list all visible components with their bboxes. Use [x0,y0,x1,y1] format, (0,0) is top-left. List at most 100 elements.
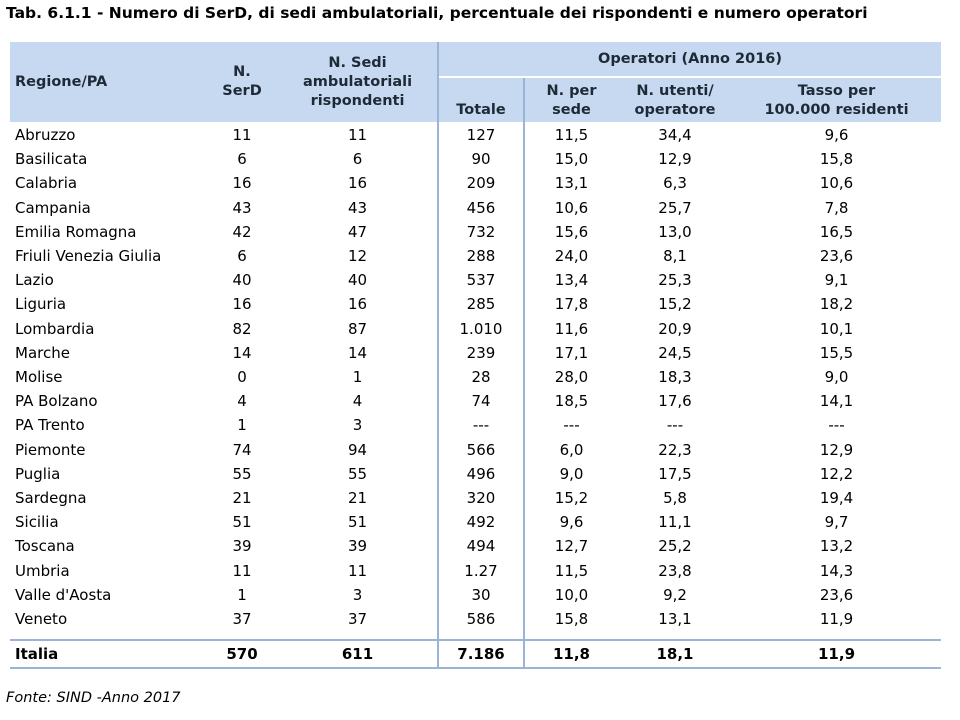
cell-tasso: 14,1 [819,392,854,411]
spacer-cell [206,631,278,640]
header-sedi-line2: ambulatoriali [302,73,413,90]
cell-sedi: 3 [278,582,439,608]
header-sedi-line3: rispondenti [310,92,405,109]
cell-serd: 55 [232,464,252,483]
header-utenti: N. utenti/ operatore [618,77,732,122]
cell-sedi: 11 [278,122,439,148]
total-row: Italia 570 611 7.186 11,8 18,1 11,9 [10,639,942,670]
cell-utenti: 23,8 [658,561,692,580]
header-tasso: Tasso per 100.000 residenti [732,77,942,122]
cell-region: PA Trento [15,416,85,435]
cell-per-sede: --- [563,416,580,435]
cell-region: Italia [10,639,206,670]
table-row: Puglia 55 55 496 9,0 17,5 12,2 [10,461,941,487]
cell-utenti: 18,1 [618,639,732,670]
cell-totale: 586 [438,607,525,632]
cell-serd: 1 [237,416,247,435]
cell-region: Valle d'Aosta [15,585,112,604]
cell-region: Emilia Romagna [15,222,137,241]
cell-tasso: 14,3 [819,561,854,580]
cell-utenti: 12,9 [658,150,692,169]
cell-tasso: 9,1 [824,271,849,290]
cell-serd: 21 [232,489,252,508]
cell-totale: 285 [438,292,525,317]
cell-region: Veneto [15,610,68,629]
cell-tasso: 23,6 [819,247,854,266]
cell-serd: 6 [237,150,247,169]
cell-tasso: 9,0 [824,368,849,387]
cell-serd: 51 [232,513,252,532]
table-row: Calabria 16 16 209 13,1 6,3 10,6 [10,171,941,196]
cell-tasso: 11,9 [732,639,942,670]
table-row: Piemonte 74 94 566 6,0 22,3 12,9 [10,437,941,462]
cell-serd: 11 [232,126,252,144]
cell-per-sede: 24,0 [554,247,589,266]
cell-utenti: 6,3 [663,174,687,193]
header-per-sede: N. per sede [524,77,618,122]
cell-sedi: 4 [278,389,439,414]
cell-totale: 494 [438,534,525,559]
spacer-row [10,631,941,641]
cell-serd: 0 [237,368,247,387]
cell-totale: 732 [438,219,525,245]
cell-utenti: 25,7 [658,198,692,217]
cell-serd: 16 [232,295,252,314]
cell-totale: --- [438,413,525,438]
cell-serd: 43 [232,198,252,217]
table-row: Veneto 37 37 586 15,8 13,1 11,9 [10,607,941,632]
cell-serd: 4 [237,392,247,411]
cell-totale: 1.010 [438,316,525,341]
cell-tasso: 23,6 [819,585,854,604]
cell-utenti: 25,3 [658,271,692,290]
cell-utenti: --- [666,416,684,435]
spacer-cell [524,631,618,640]
table-row: PA Trento 1 3 --- --- --- --- [10,413,941,438]
cell-totale: 7.186 [438,639,525,670]
cell-tasso: 13,2 [819,537,854,556]
cell-per-sede: 9,0 [559,464,584,483]
spacer-cell [438,631,525,641]
cell-region: Molise [15,368,63,387]
spacer-cell [732,631,941,640]
table-row: Sicilia 51 51 492 9,6 11,1 9,7 [10,510,941,535]
cell-serd: 16 [232,174,252,193]
table-row: Friuli Venezia Giulia 6 12 288 24,0 8,1 23,6 [10,244,941,269]
cell-sedi: 12 [278,244,439,269]
cell-tasso: 7,8 [824,198,849,217]
table-row: Abruzzo 11 11 127 11,5 34,4 9,6 [10,122,941,148]
cell-region: Sardegna [15,489,87,508]
table-header: Regione/PA N. SerD N. Sedi ambulatoriali… [10,42,942,122]
cell-serd: 11 [232,561,252,580]
cell-sedi: 16 [278,292,439,317]
header-serd: N. SerD [206,42,278,122]
cell-totale: 90 [438,147,525,172]
cell-tasso: 18,2 [819,295,854,314]
cell-tasso: 19,4 [819,489,854,508]
cell-serd: 570 [206,639,278,670]
cell-totale: 239 [438,340,525,366]
cell-per-sede: 17,1 [554,343,589,362]
cell-per-sede: 11,6 [554,319,589,338]
cell-per-sede: 12,7 [554,537,589,556]
cell-sedi: 14 [278,340,439,366]
cell-tasso: 10,1 [819,319,854,338]
cell-utenti: 17,5 [658,464,692,483]
cell-region: Campania [15,198,91,217]
cell-sedi: 87 [278,316,439,341]
source-note: Fonte: SIND -Anno 2017 [6,690,181,706]
cell-utenti: 20,9 [658,319,692,338]
cell-tasso: 12,9 [819,440,854,459]
cell-utenti: 9,2 [663,585,687,604]
cell-sedi: 6 [278,147,439,172]
cell-sedi: 39 [278,534,439,559]
cell-totale: 209 [438,171,525,196]
cell-region: Lombardia [15,319,95,338]
cell-per-sede: 9,6 [559,513,584,532]
cell-region: Abruzzo [15,126,76,144]
spacer-cell [618,631,732,640]
header-serd-line1: N. [233,64,251,80]
cell-sedi: 11 [278,558,439,583]
cell-sedi: 51 [278,510,439,535]
table-body: Abruzzo 11 11 127 11,5 34,4 9,6 Basilicata 6 6 90 1… [10,122,942,670]
table-row: Campania 43 43 456 10,6 25,7 7,8 [10,195,941,220]
